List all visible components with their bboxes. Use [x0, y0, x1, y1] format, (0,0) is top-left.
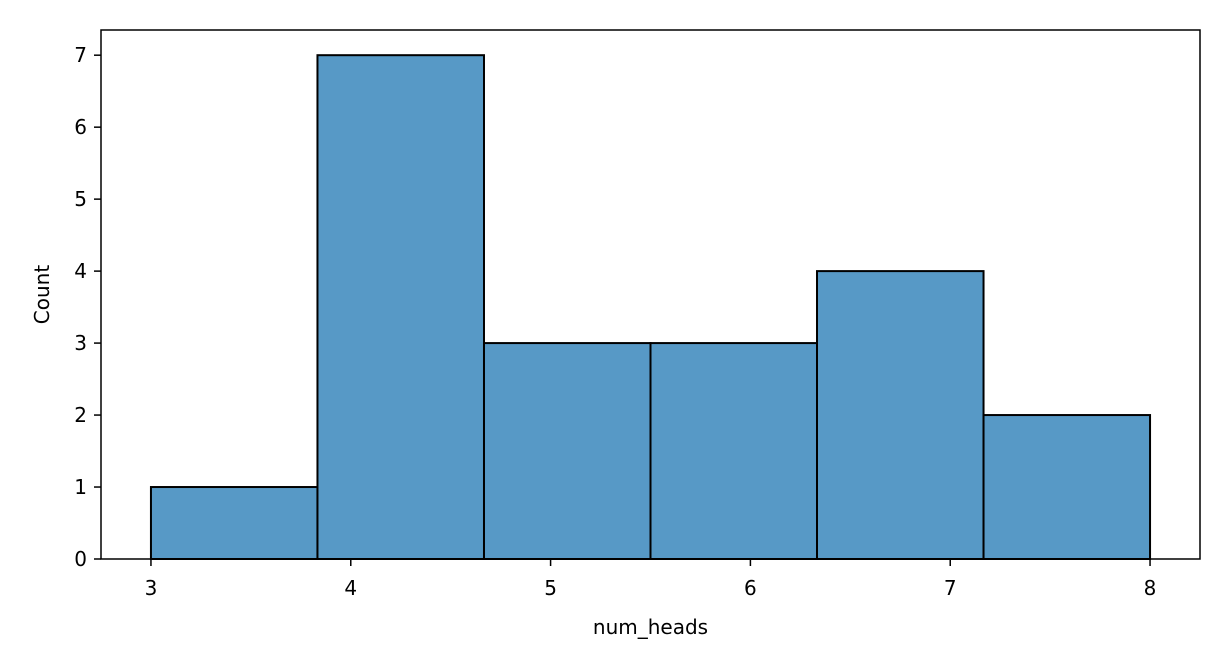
y-tick-label: 7 — [74, 43, 87, 67]
y-tick-label: 4 — [74, 259, 87, 283]
x-tick-label: 3 — [145, 576, 158, 600]
y-axis-label: Count — [30, 265, 54, 325]
x-tick-label: 7 — [944, 576, 957, 600]
histogram-bar-2 — [482, 342, 652, 560]
x-tick-label: 4 — [344, 576, 357, 600]
y-tick-label: 2 — [74, 403, 87, 427]
x-tick-label: 5 — [544, 576, 557, 600]
histogram-bar-3 — [649, 342, 819, 560]
histogram-bar-1 — [316, 54, 485, 560]
histogram-bar-0 — [149, 486, 319, 561]
plot-frame — [100, 29, 1201, 560]
x-axis-label: num_heads — [593, 615, 708, 639]
histogram-bar-4 — [816, 270, 985, 560]
y-tick-label: 6 — [74, 115, 87, 139]
bars-group — [149, 54, 1152, 561]
y-axis-ticks: 0 1 2 3 4 5 6 7 — [74, 43, 101, 571]
histogram-bar-5 — [982, 414, 1152, 560]
y-tick-label: 5 — [74, 187, 87, 211]
y-tick-label: 3 — [74, 331, 87, 355]
y-tick-label: 1 — [74, 475, 87, 499]
x-axis-ticks: 3 4 5 6 7 8 — [145, 559, 1157, 600]
x-tick-label: 6 — [744, 576, 757, 600]
x-tick-label: 8 — [1144, 576, 1157, 600]
y-tick-label: 0 — [74, 547, 87, 571]
